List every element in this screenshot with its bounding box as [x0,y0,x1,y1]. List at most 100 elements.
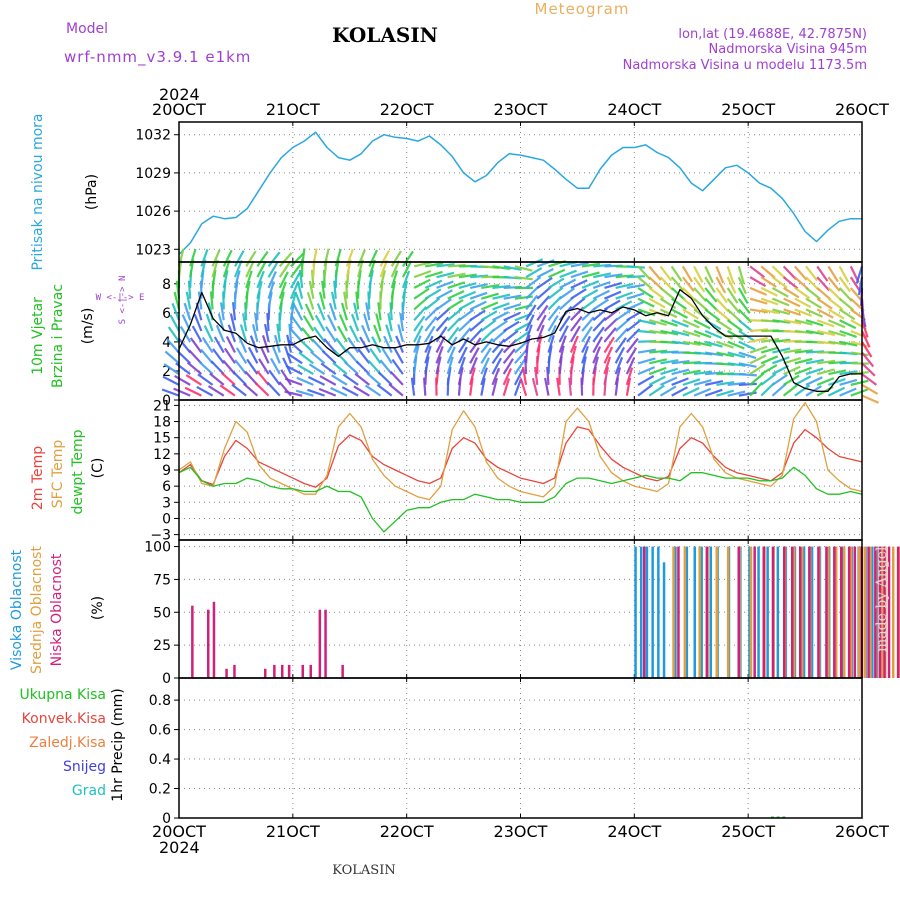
wind-unit: (m/s) [80,308,96,345]
mid-cloud-bar [800,546,804,678]
wind-barb [446,356,454,375]
wind-barb [425,270,443,279]
y-tick-label: 75 [153,572,171,588]
bottom-x-tick-labels: 20OCT 21OCT 22OCT 23OCT 24OCT 25OCT 26OCT [152,822,889,841]
temp-unit: (C) [90,458,106,479]
wind-barb [592,317,607,332]
wind-barb [503,265,522,271]
high-cloud-bar [662,562,666,678]
wind-barb [502,378,511,396]
wind-barb [659,265,673,282]
wind-barb [805,265,818,282]
wind-barb [536,304,549,321]
wind-barb [491,347,504,364]
wind-barb [435,307,451,322]
y-tick-label: 18 [153,415,171,431]
wind-barb [340,302,349,321]
wind-barb [581,271,600,279]
wind-barb [331,374,348,386]
wind-barb [861,362,876,377]
wind-barb [704,308,721,322]
mid-cloud-bar [827,546,830,678]
wind-barb [659,287,676,301]
low-cloud-bar [753,546,756,678]
wind-barb [390,260,401,278]
wind-barb [375,313,382,332]
wind-barb [458,308,475,322]
wind-barb [525,314,535,332]
wind-barb [693,387,712,397]
wind-barb [816,368,835,376]
wind-barb [458,299,476,311]
wind-barb [570,297,586,311]
wind-barb [387,313,393,332]
wind-barb [794,276,809,291]
top-x-tick-24OCT: 24OCT [607,100,661,119]
wind-barb [749,308,768,314]
wind-barb [424,306,439,322]
wind-barb [287,339,303,354]
wind-barb [223,347,236,364]
wind-barb [693,297,709,312]
wind-barb [189,248,197,267]
wind-barb [207,385,225,397]
wind-barb [794,308,812,317]
wind-barb [333,280,337,299]
wind-barb [345,348,359,365]
wind-barb [383,335,393,354]
wind-barb [211,249,221,267]
wind-barb [401,280,409,299]
wind-barb [503,311,521,322]
wind-barb [794,384,811,397]
wind-barb [480,347,492,364]
wind-barb [353,385,370,397]
wind-barb [413,345,420,364]
wind-barb [783,357,802,365]
wind-barb [838,265,850,283]
wind-barb [693,265,704,283]
high-cloud-bar [700,546,703,678]
panel-wind: 0 2 4 6 8 W <-|-> ES <-|-> N [96,248,880,409]
wind-barb [311,269,315,288]
wind-barb [794,375,812,386]
y-tick-label: 8 [162,277,171,293]
wind-barb [525,267,543,279]
wind-barb [435,356,442,375]
wind-barb [447,272,466,279]
low-cloud-bar [887,546,891,678]
wind-barb [267,291,273,310]
wind-barb [861,341,873,358]
wind-barb [371,336,382,354]
wind-barb [502,348,516,364]
wind-barb [839,308,856,321]
wind-barb [514,295,533,300]
wind-barb [614,356,624,375]
wind-barb [469,318,485,332]
wind-barb [335,337,348,354]
wind-barb [379,249,390,267]
wind-barb [210,360,225,375]
wind-barb [379,270,386,289]
y-tick-label: 6 [162,479,171,495]
wind-barb [794,349,813,354]
wind-barb [278,252,293,268]
wind-barb [670,276,685,292]
wind-barb [183,302,192,321]
wind-barb [209,291,214,310]
wind-barb [201,336,214,354]
wind-barb [267,271,277,289]
wind-barb [161,388,180,397]
wind-barb [793,265,808,281]
wind-barb [648,297,666,309]
wind-barb [726,276,737,294]
mid-cloud-bar [698,546,701,678]
wind-barb [446,366,452,386]
wind-barb [365,302,371,321]
wind-barb [715,276,727,294]
mid-cloud-bar [857,546,861,678]
wind-barb [760,382,775,397]
wind-barb [175,362,191,375]
wind-barb [738,372,757,377]
wind-barb [671,386,689,397]
wind-barb [446,346,456,364]
